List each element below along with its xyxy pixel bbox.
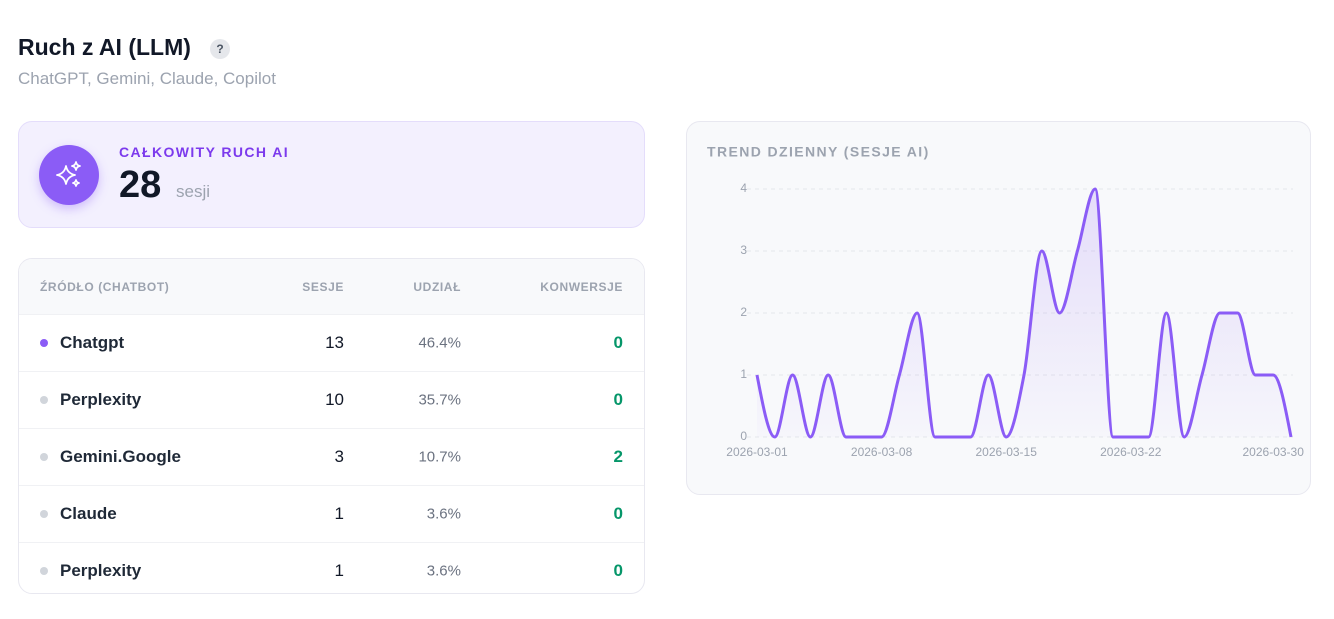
summary-label: CAŁKOWITY RUCH AI [119, 144, 290, 160]
x-tick-label: 2026-03-01 [726, 445, 788, 459]
chart-title: TREND DZIENNY (SESJE AI) [707, 144, 930, 160]
source: Perplexity [60, 390, 142, 409]
sessions: 3 [334, 447, 344, 466]
table-row: Chatgpt 13 46.4% 0 [19, 314, 644, 371]
share: 3.6% [426, 505, 461, 523]
conversions: 0 [613, 561, 623, 580]
x-tick-label: 2026-03-22 [1100, 445, 1162, 459]
sessions: 10 [325, 390, 344, 409]
column-header: UDZIAŁ [413, 279, 461, 294]
conversions: 0 [613, 333, 623, 352]
share: 35.7% [418, 391, 461, 409]
y-tick-label: 3 [740, 243, 747, 257]
table-row: Perplexity 10 35.7% 0 [19, 371, 644, 428]
table-row: Perplexity 1 3.6% 0 [19, 542, 644, 593]
conversions: 0 [613, 504, 623, 523]
title: Ruch z AI (LLM) [18, 34, 191, 60]
table-row: Gemini.Google 3 10.7% 2 [19, 428, 644, 485]
status-dot [40, 510, 48, 518]
y-tick-label: 1 [740, 367, 747, 381]
status-dot [40, 453, 48, 461]
summary-unit: sesji [176, 182, 211, 201]
source-table: ŹRÓDŁO (CHATBOT) SESJE UDZIAŁ KONWERSJE … [18, 258, 645, 594]
column-header: SESJE [302, 279, 344, 294]
subtitle: ChatGPT, Gemini, Claude, Copilot [18, 69, 276, 88]
conversions: 0 [613, 390, 623, 409]
trend-chart: TREND DZIENNY (SESJE AI) 0 1 2 3 4 2026-03-01… [707, 144, 1305, 459]
table-body: Chatgpt 13 46.4% 0 Perplexity 10 35.7% 0 Gemini.… [19, 314, 644, 593]
x-tick-label: 2026-03-08 [851, 445, 913, 459]
source: Claude [60, 504, 117, 523]
y-tick-label: 4 [740, 181, 747, 195]
sessions: 13 [325, 333, 344, 352]
table-row: Claude 1 3.6% 0 [19, 485, 644, 542]
x-tick-label: 2026-03-15 [976, 445, 1038, 459]
table-header: ŹRÓDŁO (CHATBOT) SESJE UDZIAŁ KONWERSJE [19, 259, 644, 314]
share: 46.4% [418, 334, 461, 352]
share: 3.6% [426, 562, 461, 580]
sessions: 1 [334, 504, 344, 523]
help-icon[interactable]: ? [210, 39, 230, 59]
column-header: KONWERSJE [540, 279, 623, 294]
status-dot [40, 567, 48, 575]
source: Chatgpt [60, 333, 125, 352]
status-dot [40, 339, 48, 347]
column-header: ŹRÓDŁO (CHATBOT) [40, 279, 170, 294]
conversions: 2 [613, 447, 623, 466]
sparkle-icon [39, 145, 99, 205]
y-tick-label: 0 [740, 429, 747, 443]
source: Gemini.Google [60, 447, 181, 466]
trend-line [755, 187, 1293, 439]
chart-card: TREND DZIENNY (SESJE AI) 0 1 2 3 4 2026-03-01… [686, 121, 1311, 495]
sessions: 1 [334, 561, 344, 580]
sparkle-svg [56, 161, 81, 187]
source: Perplexity [60, 561, 142, 580]
x-tick-label: 2026-03-30 [1243, 445, 1305, 459]
share: 10.7% [418, 448, 461, 466]
y-tick-label: 2 [740, 305, 747, 319]
summary-value: 28 [119, 164, 162, 206]
status-dot [40, 396, 48, 404]
summary-card [18, 121, 645, 228]
